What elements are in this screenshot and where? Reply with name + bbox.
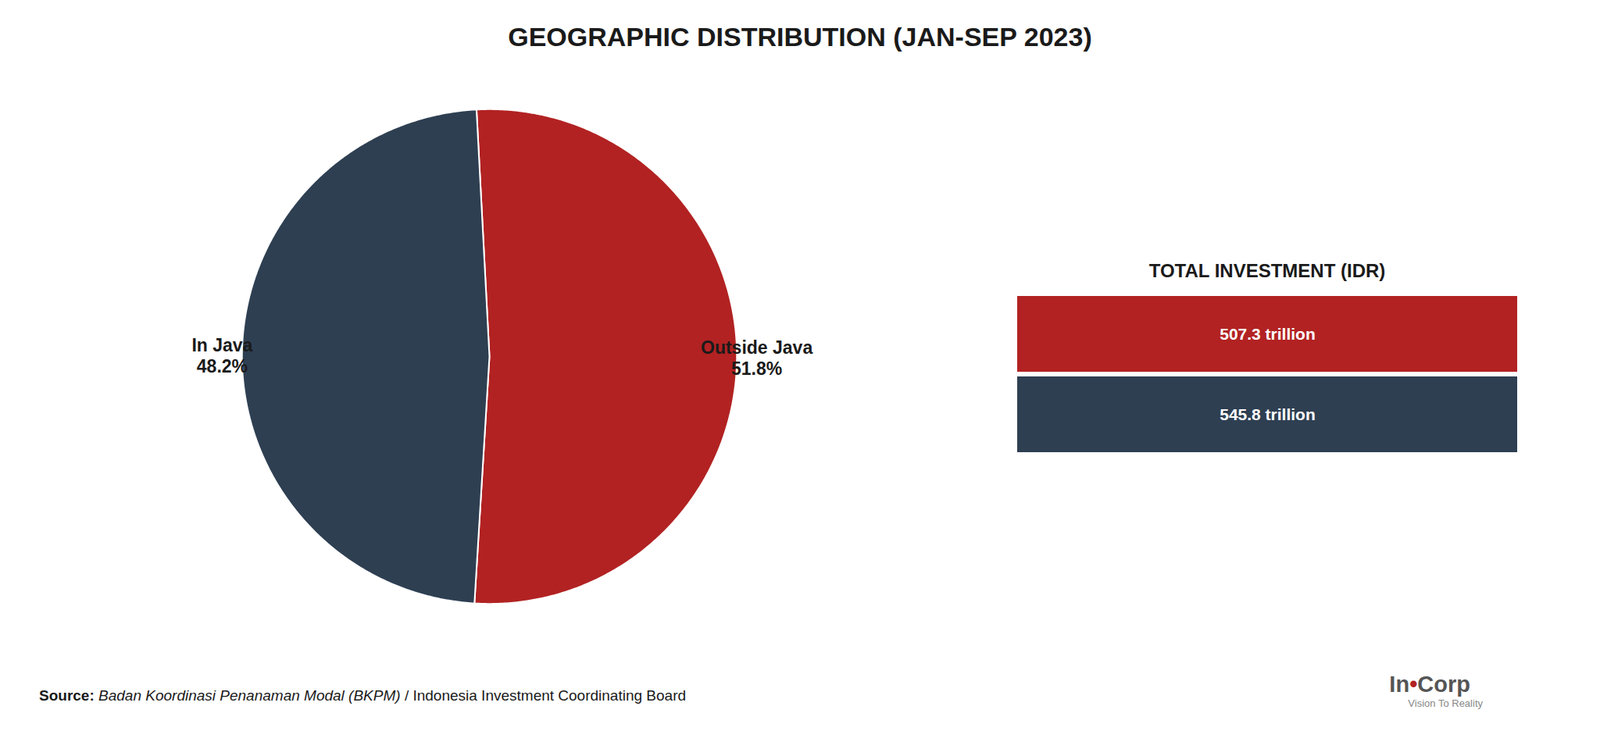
svg-text:507.3 trillion: 507.3 trillion (1219, 325, 1316, 343)
svg-text:545.8 trillion: 545.8 trillion (1219, 405, 1316, 424)
html-text:Source: Badan Koordinasi Penan: Source: Badan Koordinasi Penanaman Modal… (39, 687, 686, 704)
html-text:TOTAL INVESTMENT (IDR): TOTAL INVESTMENT (IDR) (1148, 260, 1386, 282)
html-text:Vision To Reality: Vision To Reality (1408, 697, 1483, 710)
svg-text:In Java48.2%: In Java48.2% (191, 335, 253, 376)
svg-text:Outside Java51.8%: Outside Java51.8% (700, 337, 813, 379)
html-text:In • Corp: In • Corp (1389, 671, 1471, 697)
html-text:GEOGRAPHIC DISTRIBUTION (JAN-S: GEOGRAPHIC DISTRIBUTION (JAN-SEP 2023) (507, 21, 1093, 52)
